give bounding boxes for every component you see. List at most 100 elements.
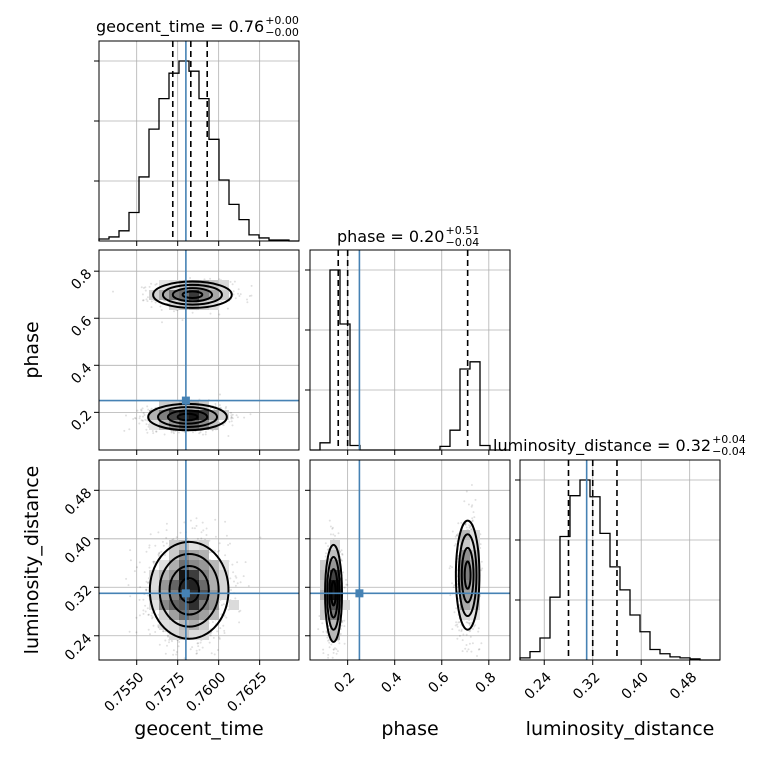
sample-point xyxy=(465,633,468,636)
sample-point xyxy=(216,649,219,651)
sample-point xyxy=(222,624,225,627)
sample-point xyxy=(453,544,456,547)
sample-point xyxy=(456,625,459,628)
sample-point xyxy=(209,407,212,410)
sample-point xyxy=(210,652,213,655)
sample-point xyxy=(157,554,160,557)
sample-point xyxy=(147,613,150,616)
sample-point xyxy=(191,311,194,314)
sample-point xyxy=(236,582,239,585)
density-cell xyxy=(209,420,219,430)
panels xyxy=(94,40,721,665)
sample-point xyxy=(238,610,241,613)
sample-point xyxy=(142,299,144,302)
sample-point xyxy=(146,300,149,303)
sample-point xyxy=(157,531,160,534)
sample-point xyxy=(197,642,200,645)
sample-point xyxy=(136,409,139,412)
sample-point xyxy=(232,293,235,296)
sample-point xyxy=(158,552,161,555)
sample-point xyxy=(331,526,334,529)
sample-point xyxy=(170,431,173,434)
sample-point xyxy=(209,312,212,315)
sample-point xyxy=(145,298,148,301)
sample-point xyxy=(325,552,327,555)
sample-point xyxy=(472,628,474,630)
sample-point xyxy=(223,632,226,634)
sample-point xyxy=(145,588,148,591)
sample-point xyxy=(224,407,227,410)
sample-point xyxy=(220,613,223,616)
sample-point xyxy=(231,563,234,566)
density-cell xyxy=(219,410,229,420)
sample-point xyxy=(149,633,151,636)
sample-point xyxy=(165,542,168,545)
sample-point xyxy=(451,582,453,585)
sample-point xyxy=(171,640,173,643)
sample-point xyxy=(232,290,235,293)
sample-point xyxy=(246,298,248,301)
sample-point xyxy=(234,297,237,300)
sample-point xyxy=(154,544,157,547)
sample-point xyxy=(147,594,150,597)
contour-1-1 xyxy=(166,409,209,425)
sample-point xyxy=(135,631,138,634)
sample-point xyxy=(212,636,215,639)
sample-point xyxy=(329,525,332,528)
sample-point xyxy=(178,641,181,643)
sample-point xyxy=(139,586,142,589)
sample-point xyxy=(172,653,175,656)
density-cell xyxy=(199,300,209,310)
panel-phase-vs-phase xyxy=(305,249,511,455)
sample-point xyxy=(239,293,242,296)
sample-point xyxy=(454,543,457,545)
sample-point xyxy=(172,430,175,433)
sample-point xyxy=(129,549,132,552)
panel-luminosity_distance-vs-luminosity_distance xyxy=(515,459,721,665)
sample-point xyxy=(343,642,346,645)
sample-point xyxy=(138,422,141,425)
sample-point xyxy=(141,407,144,410)
sample-point xyxy=(199,431,202,434)
sample-point xyxy=(142,415,144,418)
density-cell xyxy=(209,410,219,420)
sample-point xyxy=(148,566,151,569)
sample-point xyxy=(209,277,212,280)
xtick-label-geocent_time-2: 0.7600 xyxy=(183,669,229,715)
sample-point xyxy=(155,430,158,433)
density-cell xyxy=(159,420,169,430)
sample-point xyxy=(201,646,204,649)
sample-point xyxy=(138,614,141,617)
xtick-label-luminosity_distance-3: 0.48 xyxy=(667,669,700,702)
sample-point xyxy=(346,583,349,586)
ytick-label-phase-1: 0.4 xyxy=(68,360,95,387)
sample-point xyxy=(455,607,458,610)
sample-point xyxy=(469,635,472,638)
panel-geocent_time-vs-geocent_time xyxy=(94,40,300,246)
xtick-label-luminosity_distance-0: 0.24 xyxy=(522,669,555,702)
sample-point xyxy=(133,570,136,573)
sample-point xyxy=(216,550,219,553)
sample-point xyxy=(231,424,234,427)
sample-point xyxy=(144,604,147,607)
sample-point xyxy=(461,639,464,642)
sample-point xyxy=(216,630,219,633)
sample-point xyxy=(151,430,154,432)
sample-point xyxy=(123,429,126,432)
sample-point xyxy=(153,560,156,563)
sample-point xyxy=(157,625,160,628)
sample-point xyxy=(152,624,155,627)
sample-point xyxy=(238,295,241,297)
sample-point xyxy=(342,571,345,574)
sample-point xyxy=(140,408,143,411)
sample-point xyxy=(195,652,198,655)
density-cell xyxy=(159,410,169,420)
panel-phase-vs-geocent_time xyxy=(94,249,300,455)
sample-point xyxy=(204,431,207,433)
sample-point xyxy=(211,621,214,623)
sample-point xyxy=(142,609,145,612)
sample-point xyxy=(160,550,163,553)
sample-point xyxy=(150,614,153,617)
density-cell xyxy=(209,280,219,290)
histogram-geocent_time xyxy=(98,60,299,242)
